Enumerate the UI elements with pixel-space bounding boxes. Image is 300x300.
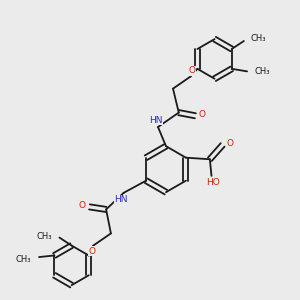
Text: CH₃: CH₃ (251, 34, 266, 43)
Text: HN: HN (149, 116, 162, 125)
Text: O: O (189, 66, 196, 75)
Text: O: O (79, 201, 86, 210)
Text: O: O (226, 139, 233, 148)
Text: O: O (199, 110, 206, 119)
Text: O: O (88, 247, 95, 256)
Text: CH₃: CH₃ (16, 255, 32, 264)
Text: HO: HO (206, 178, 220, 188)
Text: CH₃: CH₃ (255, 67, 270, 76)
Text: HN: HN (114, 195, 128, 204)
Text: CH₃: CH₃ (36, 232, 52, 241)
